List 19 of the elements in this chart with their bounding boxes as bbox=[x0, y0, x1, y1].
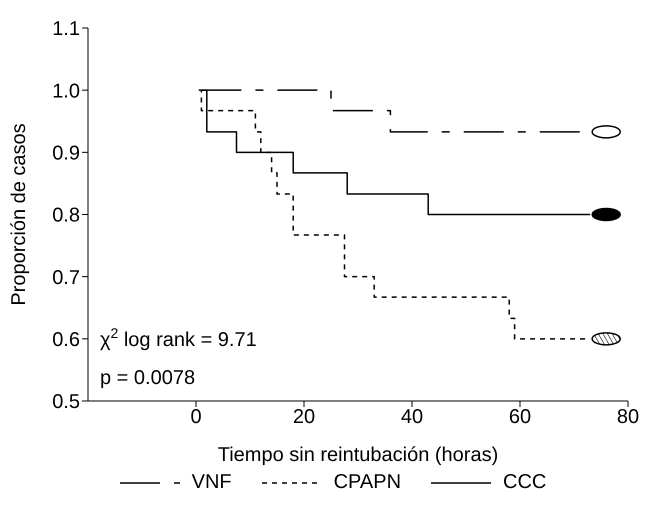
x-tick-label: 20 bbox=[292, 406, 316, 428]
x-tick-label: 80 bbox=[616, 406, 640, 428]
x-axis-title: Tiempo sin reintubación (horas) bbox=[218, 444, 498, 466]
y-axis-title: Proporción de casos bbox=[8, 123, 30, 306]
y-tick-label: 1.1 bbox=[52, 18, 80, 40]
y-tick-label: 0.8 bbox=[52, 204, 80, 227]
annotation: χ$^{2}$ log rank = 9.71 bbox=[100, 325, 257, 351]
annotation: p = 0.0078 bbox=[100, 367, 196, 389]
legend-label: VNF bbox=[192, 471, 232, 494]
x-tick-label: 0 bbox=[190, 406, 202, 428]
y-tick-label: 1.0 bbox=[52, 80, 80, 102]
y-tick-label: 0.5 bbox=[52, 391, 80, 414]
y-tick-label: 0.9 bbox=[52, 142, 80, 164]
x-tick-label: 60 bbox=[508, 406, 532, 428]
y-tick-label: 0.6 bbox=[52, 328, 80, 351]
legend-label: CCC bbox=[503, 471, 546, 494]
legend-label: CPAPN bbox=[334, 471, 402, 494]
x-tick-label: 40 bbox=[400, 406, 424, 428]
y-tick-label: 0.7 bbox=[52, 266, 80, 289]
